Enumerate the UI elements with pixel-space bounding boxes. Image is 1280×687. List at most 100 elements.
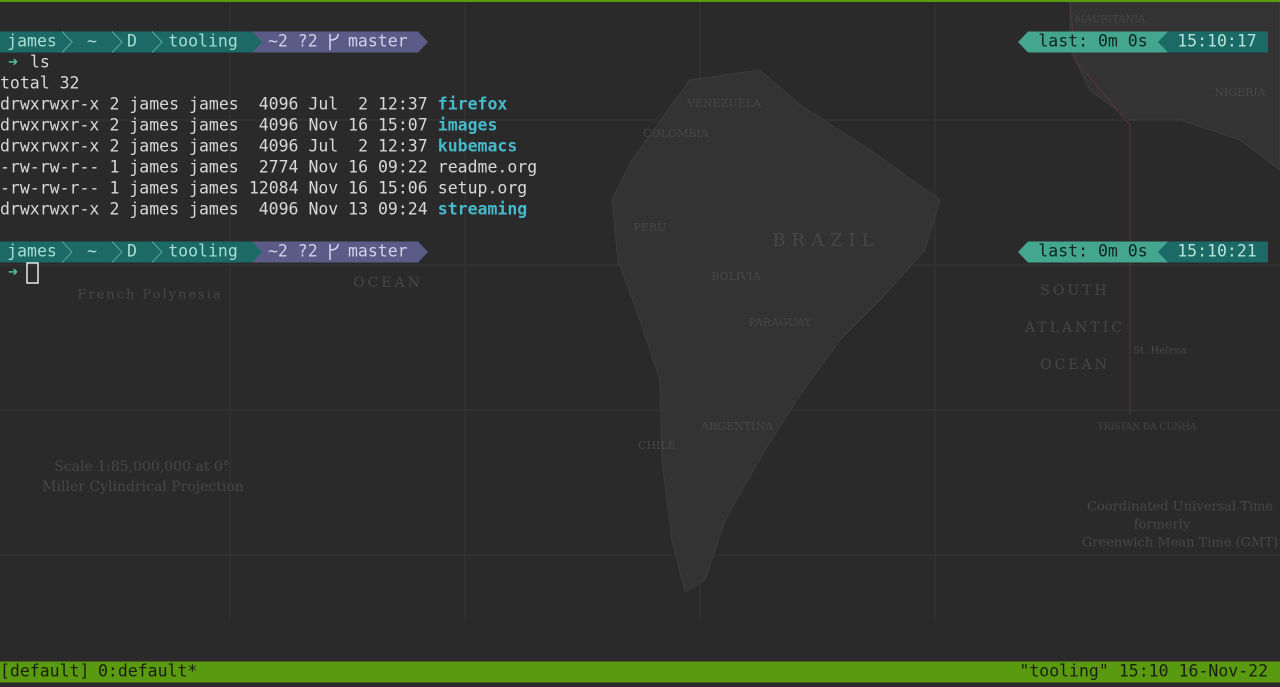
size: 4096 xyxy=(259,200,299,219)
ls-entry: drwxrwxr-x 2 james james 4096 Nov 13 09:24 str… xyxy=(0,200,527,219)
size: 12084 xyxy=(249,179,299,198)
size: 4096 xyxy=(259,95,299,114)
time-segment xyxy=(1158,241,1268,263)
prompt-symbol: ➜ xyxy=(8,263,18,282)
path-part: D xyxy=(127,242,137,261)
modified: Nov 16 15:07 xyxy=(308,116,427,135)
filename: firefox xyxy=(438,95,508,114)
git-status: ~2 ?2 xyxy=(268,242,318,261)
map-label: BOLIVIA xyxy=(711,270,761,283)
path-part: ~ xyxy=(87,242,97,261)
map-label: Miller Cylindrical Projection xyxy=(42,479,244,495)
map-label: Greenwich Mean Time (GMT) xyxy=(1082,536,1278,551)
modified: Nov 16 15:06 xyxy=(308,179,427,198)
group: james xyxy=(189,116,239,135)
status-time: 15:10 xyxy=(1119,662,1169,681)
modified: Jul 2 12:37 xyxy=(308,95,427,114)
size: 2774 xyxy=(259,158,299,177)
separator xyxy=(151,31,163,53)
links: 2 xyxy=(109,116,119,135)
owner: james xyxy=(129,200,179,219)
filename: streaming xyxy=(438,200,527,219)
branch-icon xyxy=(329,243,339,260)
separator xyxy=(111,241,123,263)
permissions: drwxrwxr-x xyxy=(0,95,99,114)
separator xyxy=(61,31,73,53)
map-label: VENEZUELA xyxy=(686,97,762,110)
path-part: ~ xyxy=(87,32,97,51)
map-label: Coordinated Universal Time xyxy=(1087,500,1273,515)
path-part: tooling xyxy=(168,242,238,261)
map-label: formerly xyxy=(1134,518,1191,533)
path-part: tooling xyxy=(168,32,238,51)
cursor xyxy=(26,262,39,284)
group: james xyxy=(189,158,239,177)
separator xyxy=(151,241,163,263)
map-label: PERU xyxy=(634,221,667,234)
permissions: -rw-rw-r-- xyxy=(0,179,99,198)
links: 2 xyxy=(109,95,119,114)
window-name: 0:default* xyxy=(98,662,197,681)
git-branch: master xyxy=(348,242,408,261)
git-segment xyxy=(252,241,428,263)
map-label: ARGENTINA xyxy=(700,420,774,433)
owner: james xyxy=(129,137,179,156)
last-segment xyxy=(1018,31,1168,53)
map-label: CHILE xyxy=(638,439,676,452)
modified: Nov 13 09:24 xyxy=(308,200,427,219)
separator xyxy=(111,31,123,53)
top-border xyxy=(0,0,1280,2)
map-label: MAURITANIA xyxy=(1075,15,1146,26)
time-segment xyxy=(1158,31,1268,53)
filename: setup.org xyxy=(438,179,527,198)
owner: james xyxy=(129,116,179,135)
session-name: [default] xyxy=(0,662,89,681)
map-label: SOUTH xyxy=(1040,283,1109,299)
ls-entry: drwxrwxr-x 2 james james 4096 Jul 2 12:37 kube… xyxy=(0,137,517,156)
last-duration: last: 0m 0s xyxy=(1038,242,1147,261)
owner: james xyxy=(129,179,179,198)
map-label: NIGERIA xyxy=(1214,86,1266,99)
status-bar xyxy=(0,661,1280,683)
modified: Nov 16 09:22 xyxy=(308,158,427,177)
separator xyxy=(61,241,73,263)
git-segment xyxy=(252,31,428,53)
ls-entry: -rw-rw-r-- 1 james james 12084 Nov 16 15:06 se… xyxy=(0,179,527,198)
ls-entry: drwxrwxr-x 2 james james 4096 Nov 16 15:07 ima… xyxy=(0,116,497,135)
path-part: D xyxy=(127,32,137,51)
ls-entry: -rw-rw-r-- 1 james james 2774 Nov 16 09:22 rea… xyxy=(0,158,537,177)
links: 2 xyxy=(109,200,119,219)
status-date: 16-Nov-22 xyxy=(1179,662,1268,681)
prompt-time: 15:10:17 xyxy=(1177,32,1256,51)
git-status: ~2 ?2 xyxy=(268,32,318,51)
pane-title: "tooling" xyxy=(1019,662,1108,681)
filename: images xyxy=(438,116,498,135)
modified: Jul 2 12:37 xyxy=(308,137,427,156)
permissions: drwxrwxr-x xyxy=(0,137,99,156)
filename: readme.org xyxy=(438,158,537,177)
path-segment xyxy=(0,31,262,53)
owner: james xyxy=(129,158,179,177)
size: 4096 xyxy=(259,137,299,156)
map-label: TRISTAN DA CUNHA xyxy=(1098,423,1197,433)
permissions: -rw-rw-r-- xyxy=(0,158,99,177)
group: james xyxy=(189,179,239,198)
git-branch: master xyxy=(348,32,408,51)
links: 1 xyxy=(109,179,119,198)
prompt-symbol: ➜ xyxy=(8,53,18,72)
prompt-user: james xyxy=(7,32,57,51)
links: 2 xyxy=(109,137,119,156)
command: ls xyxy=(30,53,50,72)
map-label: ATLANTIC xyxy=(1024,320,1125,336)
group: james xyxy=(189,95,239,114)
last-duration: last: 0m 0s xyxy=(1038,32,1147,51)
map-label: PARAGUAY xyxy=(748,316,812,329)
prompt-user: james xyxy=(7,242,57,261)
total-line: total 32 xyxy=(0,74,79,93)
